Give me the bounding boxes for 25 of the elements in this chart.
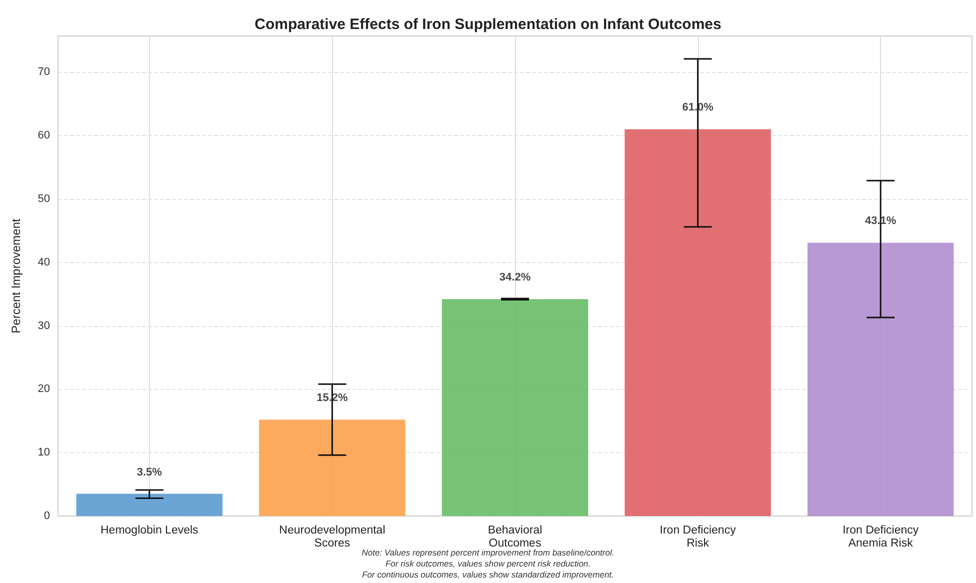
bar <box>76 494 223 516</box>
text: Note: Values represent percent improvement from baseline/control. <box>362 548 614 558</box>
data-label: 3.5% <box>136 466 162 478</box>
y-tick-label: 50 <box>38 192 50 205</box>
y-tick-label: 70 <box>38 66 50 78</box>
y-tick-label: 10 <box>38 446 50 459</box>
data-label: 34.2% <box>499 272 531 284</box>
bar <box>807 242 954 516</box>
y-tick-label: 60 <box>38 130 50 142</box>
text: For risk outcomes, values show percent risk reduction. <box>385 558 591 568</box>
bar <box>442 299 588 516</box>
y-tick-label: 0 <box>44 510 50 522</box>
x-tick-label: Iron Deficiency Risk <box>660 524 736 550</box>
bar <box>259 420 406 516</box>
x-tick-label: Neurodevelopmental Scores <box>279 524 386 550</box>
x-tick-label: Hemoglobin Levels <box>100 524 199 536</box>
y-tick-label: 20 <box>38 383 50 396</box>
y-tick-label: 40 <box>38 256 50 268</box>
bar <box>624 129 771 516</box>
chart-title: Comparative Effects of Iron Supplementation on Infant Outcomes <box>254 16 722 33</box>
x-tick-label: Iron Deficiency Anemia Risk <box>842 524 919 550</box>
y-axis-title: Percent Improvement <box>9 218 23 334</box>
text: For continuous outcomes, values show standardized improvement. <box>362 570 614 580</box>
x-tick-label: Behavioral Outcomes <box>488 524 542 550</box>
y-tick-label: 30 <box>38 320 50 332</box>
